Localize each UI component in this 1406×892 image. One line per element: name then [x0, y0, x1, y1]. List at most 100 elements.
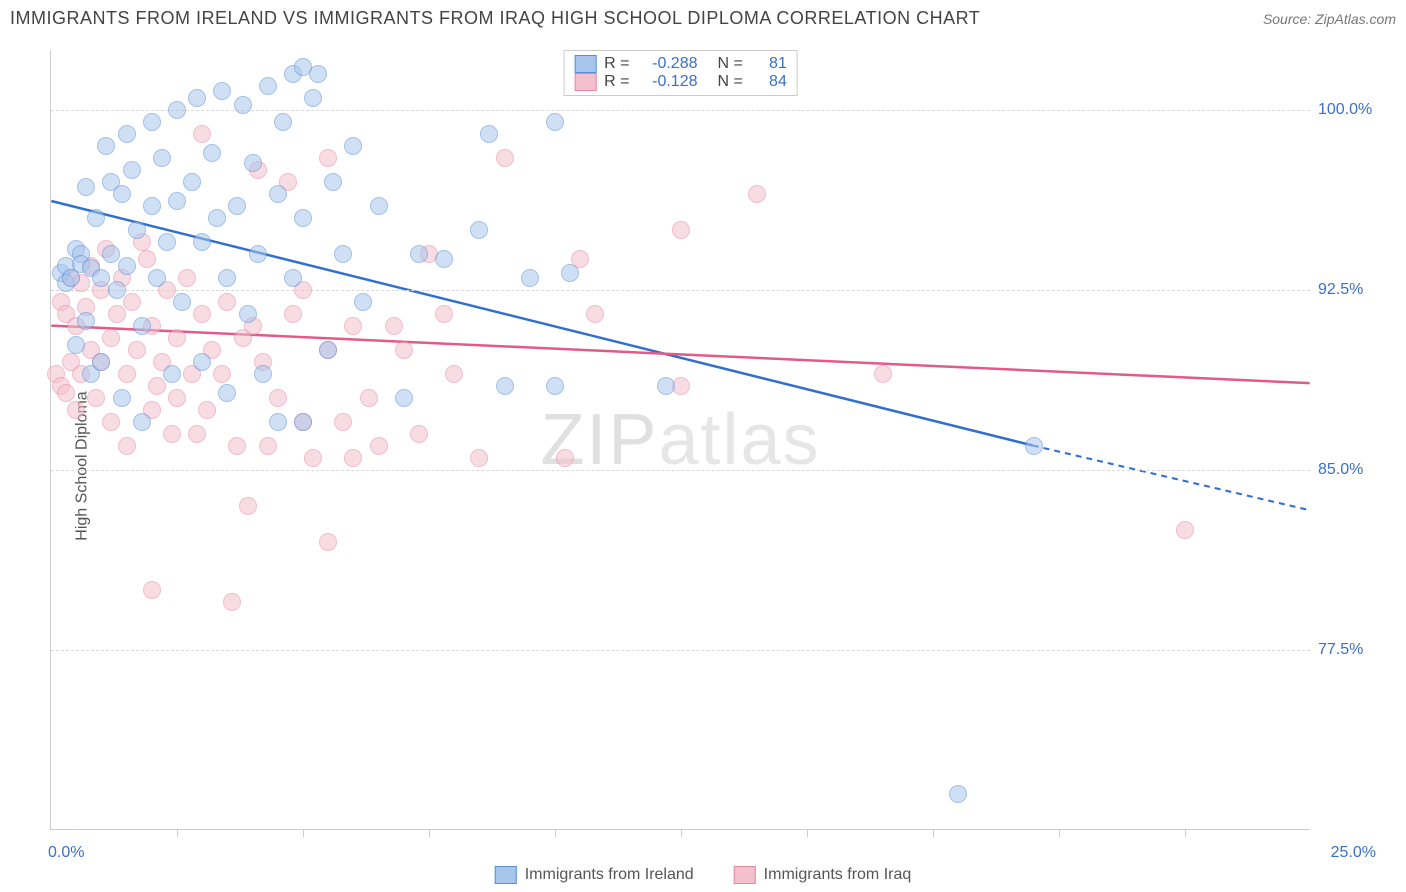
data-point	[218, 384, 236, 402]
data-point	[143, 581, 161, 599]
data-point	[87, 389, 105, 407]
data-point	[133, 413, 151, 431]
data-point	[360, 389, 378, 407]
legend-n-label: N =	[718, 55, 743, 73]
data-point	[284, 269, 302, 287]
data-point	[118, 257, 136, 275]
data-point	[239, 497, 257, 515]
data-point	[470, 449, 488, 467]
x-tick	[1059, 829, 1060, 837]
data-point	[208, 209, 226, 227]
data-point	[874, 365, 892, 383]
data-point	[395, 341, 413, 359]
data-point	[239, 305, 257, 323]
data-point	[77, 312, 95, 330]
data-point	[410, 425, 428, 443]
data-point	[87, 209, 105, 227]
data-point	[213, 365, 231, 383]
x-tick	[429, 829, 430, 837]
data-point	[672, 221, 690, 239]
data-point	[435, 250, 453, 268]
data-point	[435, 305, 453, 323]
data-point	[228, 437, 246, 455]
data-point	[168, 389, 186, 407]
source-label: Source: ZipAtlas.com	[1263, 11, 1396, 27]
data-point	[218, 293, 236, 311]
y-tick-label: 85.0%	[1318, 461, 1388, 479]
data-point	[254, 365, 272, 383]
legend-n-label: N =	[718, 73, 743, 91]
chart-container: High School Diploma ZIPatlas R =-0.288N …	[0, 40, 1406, 892]
data-point	[304, 449, 322, 467]
legend-n-value: 81	[751, 55, 787, 73]
data-point	[203, 144, 221, 162]
data-point	[143, 113, 161, 131]
data-point	[113, 389, 131, 407]
data-point	[193, 233, 211, 251]
data-point	[173, 293, 191, 311]
data-point	[148, 269, 166, 287]
data-point	[193, 353, 211, 371]
legend-series-name: Immigrants from Iraq	[764, 866, 912, 884]
data-point	[395, 389, 413, 407]
data-point	[77, 178, 95, 196]
data-point	[354, 293, 372, 311]
data-point	[92, 353, 110, 371]
data-point	[344, 137, 362, 155]
data-point	[496, 149, 514, 167]
data-point	[561, 264, 579, 282]
data-point	[198, 401, 216, 419]
data-point	[92, 269, 110, 287]
data-point	[188, 89, 206, 107]
legend-series-name: Immigrants from Ireland	[525, 866, 694, 884]
legend-item: Immigrants from Iraq	[734, 866, 912, 884]
grid-line	[51, 650, 1310, 651]
series-legend: Immigrants from Ireland Immigrants from I…	[495, 866, 912, 884]
x-min-label: 0.0%	[48, 844, 84, 862]
data-point	[183, 173, 201, 191]
data-point	[163, 425, 181, 443]
data-point	[102, 413, 120, 431]
grid-line	[51, 290, 1310, 291]
legend-swatch	[734, 866, 756, 884]
data-point	[223, 593, 241, 611]
data-point	[138, 250, 156, 268]
data-point	[259, 77, 277, 95]
data-point	[168, 192, 186, 210]
x-tick	[681, 829, 682, 837]
data-point	[188, 425, 206, 443]
data-point	[148, 377, 166, 395]
legend-item: Immigrants from Ireland	[495, 866, 694, 884]
y-tick-label: 77.5%	[1318, 641, 1388, 659]
data-point	[319, 533, 337, 551]
data-point	[370, 197, 388, 215]
legend-stat-row: R =-0.128N =84	[574, 73, 787, 91]
x-max-label: 25.0%	[1331, 844, 1376, 862]
x-tick	[177, 829, 178, 837]
x-tick	[807, 829, 808, 837]
data-point	[949, 785, 967, 803]
data-point	[324, 173, 342, 191]
y-tick-label: 92.5%	[1318, 281, 1388, 299]
data-point	[133, 317, 151, 335]
data-point	[178, 269, 196, 287]
data-point	[143, 197, 161, 215]
data-point	[284, 305, 302, 323]
watermark: ZIPatlas	[540, 399, 820, 481]
legend-r-value: -0.128	[638, 73, 698, 91]
data-point	[158, 233, 176, 251]
data-point	[344, 449, 362, 467]
x-tick	[303, 829, 304, 837]
data-point	[556, 449, 574, 467]
data-point	[586, 305, 604, 323]
data-point	[113, 185, 131, 203]
data-point	[269, 413, 287, 431]
data-point	[309, 65, 327, 83]
data-point	[218, 269, 236, 287]
data-point	[1176, 521, 1194, 539]
data-point	[269, 185, 287, 203]
data-point	[1025, 437, 1043, 455]
x-tick	[555, 829, 556, 837]
data-point	[546, 377, 564, 395]
data-point	[319, 341, 337, 359]
